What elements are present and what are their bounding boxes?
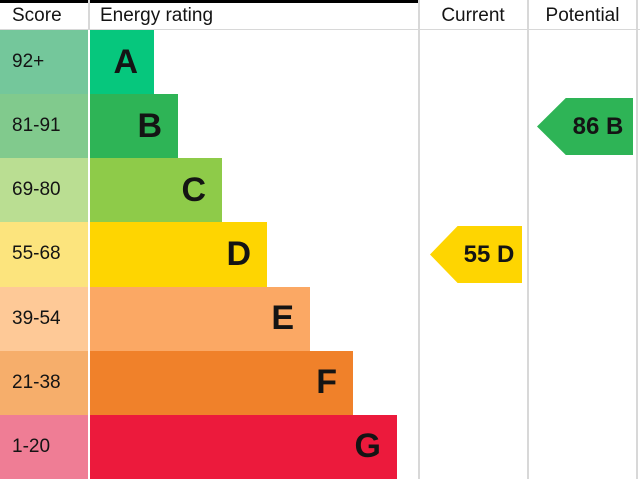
rating-bar: E xyxy=(90,286,310,351)
rating-bar: D xyxy=(90,222,267,287)
score-range-label: 55-68 xyxy=(12,243,61,265)
score-header: Score xyxy=(12,5,62,26)
score-range-label: 81-91 xyxy=(12,115,61,137)
score-range-cell: 92+ xyxy=(0,30,88,95)
score-range-label: 39-54 xyxy=(12,307,61,329)
score-range-label: 92+ xyxy=(12,51,45,73)
rating-bar: G xyxy=(90,414,397,479)
potential-rating-arrow: 86 B xyxy=(537,98,633,155)
bands: 92+ A 81-91 B 69-80 C 55-68 xyxy=(0,30,640,479)
rating-bar: C xyxy=(90,158,222,223)
score-range-cell: 69-80 xyxy=(0,158,88,223)
score-range-label: 21-38 xyxy=(12,371,61,393)
score-column-divider xyxy=(88,0,90,29)
rating-letter: B xyxy=(137,106,162,145)
right-border xyxy=(636,0,638,479)
potential-arrow-label: 86 B xyxy=(572,112,624,140)
rating-bar: F xyxy=(90,350,353,415)
band-row: 21-38 F xyxy=(0,350,640,415)
potential-header: Potential xyxy=(545,5,620,26)
band-row: 92+ A xyxy=(0,30,640,95)
rating-letter: D xyxy=(226,234,251,273)
rating-bar: A xyxy=(90,30,154,95)
score-range-cell: 21-38 xyxy=(0,350,88,415)
score-range-cell: 55-68 xyxy=(0,222,88,287)
band-row: 55-68 D xyxy=(0,222,640,287)
band-row: 81-91 B xyxy=(0,94,640,159)
score-range-label: 1-20 xyxy=(12,435,51,457)
rating-bar: B xyxy=(90,94,178,159)
rating-letter: G xyxy=(354,427,381,466)
current-column-divider xyxy=(418,0,420,479)
rating-letter: F xyxy=(316,363,337,402)
score-range-cell: 1-20 xyxy=(0,414,88,479)
rating-letter: E xyxy=(271,299,294,338)
rating-letter: A xyxy=(113,42,138,81)
energy-rating-header: Energy rating xyxy=(100,5,214,26)
score-range-cell: 39-54 xyxy=(0,286,88,351)
band-row: 1-20 G xyxy=(0,414,640,479)
top-border xyxy=(0,0,419,3)
score-range-label: 69-80 xyxy=(12,179,61,201)
header-underline xyxy=(0,29,640,30)
current-header: Current xyxy=(441,5,505,26)
potential-column-divider xyxy=(527,0,529,479)
score-range-cell: 81-91 xyxy=(0,94,88,159)
current-arrow-label: 55 D xyxy=(463,240,515,268)
rating-letter: C xyxy=(181,170,206,209)
band-row: 39-54 E xyxy=(0,286,640,351)
band-row: 69-80 C xyxy=(0,158,640,223)
